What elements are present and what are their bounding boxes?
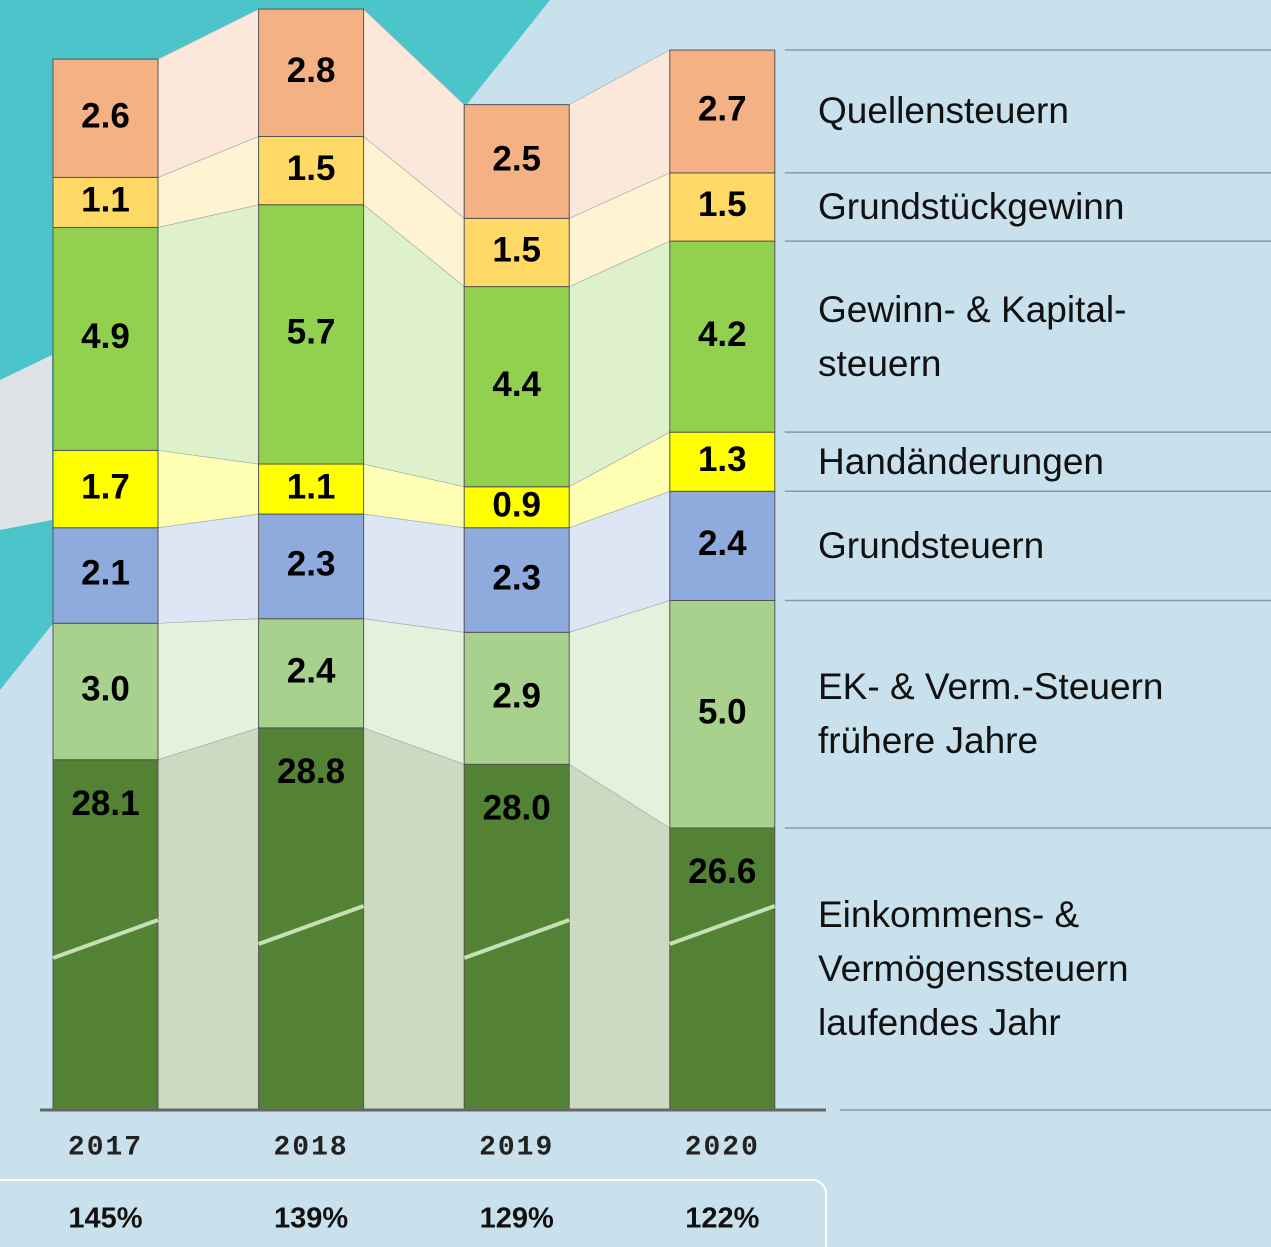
axis-break <box>463 918 570 960</box>
data-label: 2.1 <box>81 554 130 593</box>
bar-segment <box>52 527 159 624</box>
bar-segment <box>258 618 365 729</box>
bar-segment <box>669 827 776 1111</box>
x-tick-label: 2018 <box>273 1132 348 1163</box>
connector-band <box>363 513 465 633</box>
x-tick-label: 2019 <box>479 1132 554 1163</box>
data-label: 28.1 <box>71 784 139 823</box>
data-label: 2.6 <box>81 97 130 136</box>
data-label: 2.3 <box>287 545 336 584</box>
bar-segment <box>258 8 365 137</box>
legend-label: Einkommens- & Vermögenssteuern laufendes… <box>818 893 1129 1043</box>
data-label: 4.4 <box>492 365 541 404</box>
data-label: 3.0 <box>81 670 130 709</box>
percent-box <box>0 1179 827 1247</box>
axis-break <box>669 904 776 946</box>
percent-label: 145% <box>68 1203 142 1235</box>
axis-break <box>257 904 365 946</box>
bar-segment <box>52 622 159 761</box>
legend-label: Quellensteuern <box>818 90 1069 132</box>
data-label: 0.9 <box>492 485 541 524</box>
data-label: 5.7 <box>287 313 336 352</box>
bar-segment <box>463 286 570 488</box>
bar-segment <box>258 727 365 1111</box>
bar-segment <box>669 431 776 492</box>
bar-segment <box>669 172 776 242</box>
bar-segment <box>463 104 570 219</box>
x-tick-label: 2020 <box>685 1132 760 1163</box>
data-label: 1.3 <box>698 440 747 479</box>
axis-break <box>52 918 159 960</box>
connector-band <box>157 204 259 465</box>
data-label: 1.7 <box>81 467 130 506</box>
data-label: 1.1 <box>81 181 130 220</box>
connector-band <box>157 727 259 1111</box>
connector-band <box>157 513 259 624</box>
bar-segment <box>669 49 776 174</box>
bar-segment <box>258 463 365 515</box>
data-label: 2.4 <box>287 652 336 691</box>
bar-segment <box>52 449 159 529</box>
legend-label: Gewinn- & Kapital- steuern <box>818 288 1127 384</box>
percent-label: 129% <box>480 1203 554 1235</box>
bar-segment <box>669 240 776 433</box>
data-label: 5.0 <box>698 692 747 731</box>
legend-label: Grundsteuern <box>818 524 1045 566</box>
percent-label: 139% <box>274 1203 348 1235</box>
legend-label: Handänderungen <box>818 440 1104 482</box>
data-label: 4.2 <box>698 315 747 354</box>
bar-segment <box>52 58 159 178</box>
data-label: 2.3 <box>492 558 541 597</box>
background-image <box>0 355 52 530</box>
bar-segment <box>52 176 159 228</box>
data-label: 2.5 <box>492 140 541 179</box>
bar-segment <box>463 527 570 633</box>
data-label: 28.8 <box>277 752 345 791</box>
bar-segment <box>52 226 159 451</box>
data-label: 2.4 <box>698 524 747 563</box>
bar-segment <box>258 513 365 620</box>
data-label: 2.7 <box>698 90 747 129</box>
data-label: 26.6 <box>688 852 756 891</box>
data-label: 1.1 <box>287 467 336 506</box>
x-tick-label: 2017 <box>68 1132 143 1163</box>
bar-segment <box>669 599 776 829</box>
data-label: 1.5 <box>492 231 541 270</box>
data-label: 4.9 <box>81 317 130 356</box>
legend-label: EK- & Verm.-Steuern frühere Jahre <box>818 666 1164 762</box>
percent-label: 122% <box>685 1203 759 1235</box>
bar-segment <box>463 631 570 765</box>
connector-band <box>363 727 465 1111</box>
legend-label: Grundstückgewinn <box>818 185 1125 227</box>
data-label: 28.0 <box>483 789 551 828</box>
data-label: 1.5 <box>287 149 336 188</box>
data-label: 2.8 <box>287 51 336 90</box>
bar-segment <box>258 135 365 206</box>
data-label: 2.9 <box>492 677 541 716</box>
data-label: 1.5 <box>698 185 747 224</box>
